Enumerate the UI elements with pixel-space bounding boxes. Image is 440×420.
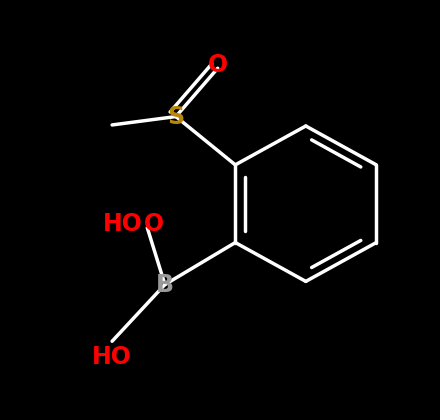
Text: B: B [156,273,174,297]
Text: S: S [167,105,184,129]
Text: HO: HO [92,344,132,369]
Text: O: O [208,53,228,77]
Text: HO: HO [103,213,143,236]
Text: O: O [144,213,164,236]
